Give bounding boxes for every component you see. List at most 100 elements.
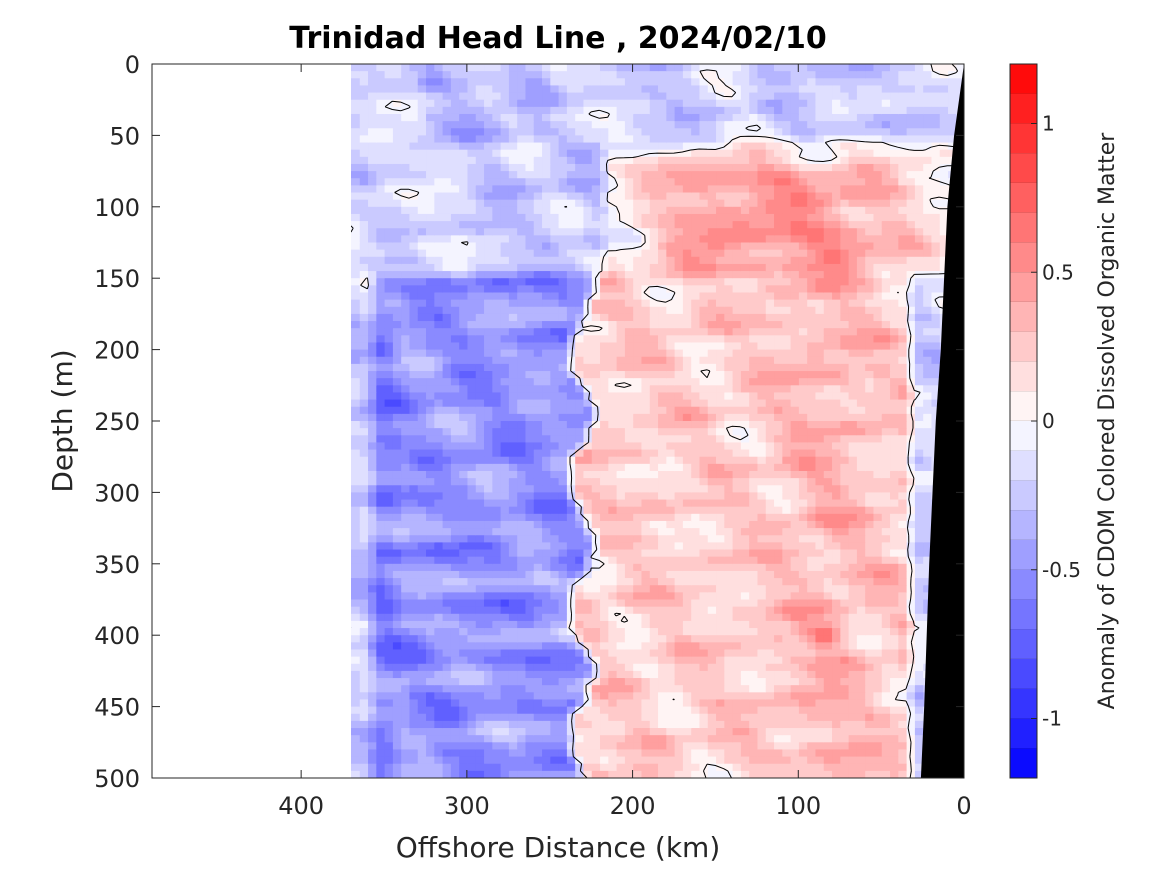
heatmap-cell	[723, 628, 733, 636]
heatmap-cell	[665, 763, 675, 772]
heatmap-cell	[665, 563, 675, 572]
heatmap-cell	[922, 335, 932, 344]
heatmap-cell	[806, 642, 816, 651]
heatmap-cell	[740, 713, 750, 722]
heatmap-cell	[897, 613, 907, 622]
heatmap-cell	[566, 321, 576, 329]
heatmap-cell	[607, 656, 617, 665]
heatmap-cell	[773, 178, 783, 186]
heatmap-cell	[856, 313, 866, 322]
heatmap-cell	[814, 71, 824, 79]
heatmap-cell	[906, 213, 915, 222]
heatmap-cell	[848, 371, 857, 379]
heatmap-cell	[665, 78, 675, 87]
heatmap-cell	[698, 478, 708, 486]
heatmap-cell	[640, 628, 650, 636]
heatmap-cell	[872, 499, 882, 508]
heatmap-cell	[914, 342, 924, 351]
heatmap-cell	[715, 171, 725, 179]
heatmap-cell	[574, 606, 584, 615]
heatmap-cell	[872, 435, 882, 444]
heatmap-cell	[657, 670, 667, 679]
heatmap-cell	[723, 485, 733, 493]
heatmap-cell	[773, 463, 783, 472]
heatmap-cell	[665, 392, 675, 401]
heatmap-cell	[806, 78, 816, 87]
heatmap-cell	[906, 763, 915, 772]
heatmap-cell	[756, 185, 766, 194]
heatmap-cell	[690, 549, 700, 558]
heatmap-cell	[549, 292, 559, 301]
heatmap-cell	[831, 135, 841, 144]
heatmap-cell	[872, 520, 882, 529]
heatmap-cell	[914, 592, 924, 601]
heatmap-cell	[698, 306, 708, 315]
heatmap-cell	[897, 213, 907, 222]
heatmap-cell	[558, 442, 567, 451]
heatmap-cell	[773, 542, 783, 551]
heatmap-cell	[864, 592, 874, 601]
heatmap-cell	[723, 221, 733, 229]
heatmap-cell	[848, 770, 857, 778]
heatmap-cell	[591, 592, 601, 601]
heatmap-cell	[773, 663, 783, 672]
heatmap-cell	[616, 592, 625, 601]
heatmap-cell	[856, 78, 866, 87]
heatmap-cell	[682, 713, 692, 722]
heatmap-cell	[624, 585, 634, 593]
heatmap-cell	[790, 535, 799, 543]
heatmap-cell	[823, 178, 833, 186]
heatmap-cell	[723, 635, 733, 643]
heatmap-cell	[897, 549, 907, 558]
heatmap-cell	[781, 163, 791, 172]
heatmap-cell	[839, 649, 849, 658]
heatmap-cell	[624, 649, 634, 658]
heatmap-cell	[640, 728, 650, 736]
heatmap-cell	[823, 221, 833, 229]
heatmap-cell	[856, 371, 866, 379]
heatmap-cell	[765, 178, 775, 186]
heatmap-cell	[723, 271, 733, 279]
heatmap-cell	[881, 570, 891, 579]
heatmap-cell	[616, 620, 625, 629]
heatmap-cell	[823, 299, 833, 308]
heatmap-cell	[657, 385, 667, 394]
heatmap-cell	[897, 563, 907, 572]
heatmap-cell	[616, 299, 625, 308]
heatmap-cell	[914, 306, 924, 315]
heatmap-cell	[707, 121, 717, 129]
heatmap-cell	[674, 678, 683, 686]
heatmap-cell	[814, 199, 824, 208]
heatmap-cell	[599, 599, 609, 608]
heatmap-cell	[914, 763, 924, 772]
heatmap-cell	[665, 642, 675, 651]
heatmap-cell	[856, 735, 866, 743]
heatmap-cell	[566, 78, 576, 87]
heatmap-cell	[798, 235, 808, 244]
heatmap-cell	[798, 399, 808, 408]
heatmap-cell	[723, 292, 733, 301]
heatmap-cell	[707, 542, 717, 551]
heatmap-cell	[591, 613, 601, 622]
heatmap-cell	[574, 520, 584, 529]
heatmap-cell	[715, 399, 725, 408]
heatmap-cell	[649, 385, 659, 394]
heatmap-cell	[798, 463, 808, 472]
heatmap-cell	[599, 64, 609, 72]
heatmap-cell	[756, 663, 766, 672]
heatmap-cell	[665, 406, 675, 415]
heatmap-cell	[831, 442, 841, 451]
heatmap-cell	[690, 399, 700, 408]
heatmap-cell	[599, 742, 609, 751]
heatmap-cell	[897, 413, 907, 422]
heatmap-cell	[906, 171, 915, 179]
heatmap-cell	[922, 578, 932, 586]
heatmap-cell	[549, 206, 559, 215]
heatmap-cell	[624, 171, 634, 179]
heatmap-cell	[889, 628, 899, 636]
heatmap-cell	[798, 685, 808, 693]
heatmap-cell	[707, 556, 717, 565]
heatmap-cell	[814, 242, 824, 251]
heatmap-cell	[831, 149, 841, 158]
heatmap-cell	[848, 271, 857, 279]
